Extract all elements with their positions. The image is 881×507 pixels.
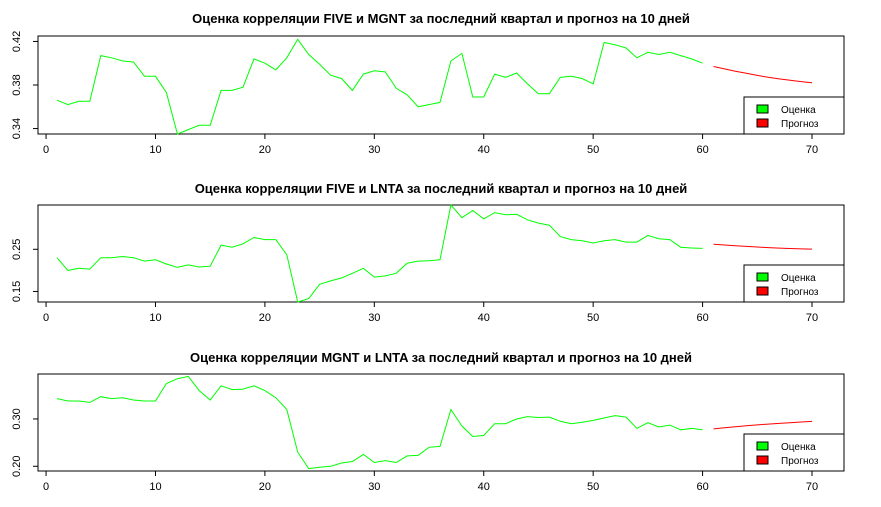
- chart-panel: Оценка корреляции MGNT и LNTA за последн…: [11, 350, 845, 493]
- x-tick-label: 20: [259, 144, 271, 156]
- y-tick-label: 0.25: [11, 239, 23, 260]
- y-tick-label: 0.38: [11, 74, 23, 95]
- x-tick-label: 0: [43, 481, 49, 493]
- x-tick-label: 30: [368, 312, 380, 324]
- legend-label-estimate: Оценка: [781, 273, 816, 284]
- x-tick-label: 50: [587, 144, 599, 156]
- legend-swatch-estimate: [756, 104, 769, 114]
- forecast-series-line: [713, 66, 813, 84]
- plot-frame: [37, 204, 845, 303]
- x-tick-label: 40: [478, 144, 490, 156]
- legend: Оценка Прогноз: [743, 433, 845, 472]
- legend-box: [743, 433, 845, 472]
- x-tick-label: 70: [806, 144, 818, 156]
- y-tick-label: 0.34: [11, 118, 23, 139]
- y-tick-label: 0.42: [11, 31, 23, 52]
- chart-title: Оценка корреляции FIVE и LNTA за последн…: [195, 181, 688, 196]
- plot-frame: [37, 35, 845, 135]
- legend-label-forecast: Прогноз: [781, 287, 819, 298]
- forecast-series-line: [713, 420, 813, 430]
- legend-swatch-estimate: [756, 441, 769, 451]
- x-tick-label: 40: [478, 481, 490, 493]
- legend-box: [743, 96, 845, 135]
- y-tick-label: 0.20: [11, 456, 23, 477]
- chart-title: Оценка корреляции FIVE и MGNT за последн…: [192, 11, 690, 26]
- legend-swatch-forecast: [756, 118, 769, 128]
- legend-label-estimate: Оценка: [781, 442, 816, 453]
- x-tick-label: 0: [43, 312, 49, 324]
- x-tick-label: 60: [696, 144, 708, 156]
- chart-title: Оценка корреляции MGNT и LNTA за последн…: [190, 350, 692, 365]
- legend: Оценка Прогноз: [743, 264, 845, 303]
- x-tick-label: 70: [806, 481, 818, 493]
- y-tick-label: 0.30: [11, 408, 23, 429]
- legend-swatch-estimate: [756, 272, 769, 282]
- plot-frame: [37, 373, 845, 472]
- legend-label-estimate: Оценка: [781, 105, 816, 116]
- x-tick-label: 30: [368, 481, 380, 493]
- estimate-series-line: [56, 375, 703, 470]
- x-tick-label: 40: [478, 312, 490, 324]
- chart-panel: Оценка корреляции FIVE и LNTA за последн…: [11, 181, 845, 324]
- x-tick-label: 10: [149, 312, 161, 324]
- x-tick-label: 20: [259, 312, 271, 324]
- legend-label-forecast: Прогноз: [781, 456, 819, 467]
- x-tick-label: 70: [806, 312, 818, 324]
- legend-label-forecast: Прогноз: [781, 119, 819, 130]
- x-tick-label: 10: [149, 144, 161, 156]
- legend-swatch-forecast: [756, 286, 769, 296]
- chart-panel: Оценка корреляции FIVE и MGNT за последн…: [11, 11, 845, 156]
- x-tick-label: 0: [43, 144, 49, 156]
- legend-swatch-forecast: [756, 455, 769, 465]
- y-tick-label: 0.15: [11, 281, 23, 302]
- x-tick-label: 50: [587, 481, 599, 493]
- x-tick-label: 60: [696, 481, 708, 493]
- x-tick-label: 50: [587, 312, 599, 324]
- legend-box: [743, 264, 845, 303]
- x-tick-label: 60: [696, 312, 708, 324]
- forecast-series-line: [713, 243, 813, 250]
- x-tick-label: 20: [259, 481, 271, 493]
- legend: Оценка Прогноз: [743, 96, 845, 135]
- x-tick-label: 30: [368, 144, 380, 156]
- x-tick-label: 10: [149, 481, 161, 493]
- estimate-series-line: [56, 203, 703, 303]
- estimate-series-line: [56, 38, 703, 135]
